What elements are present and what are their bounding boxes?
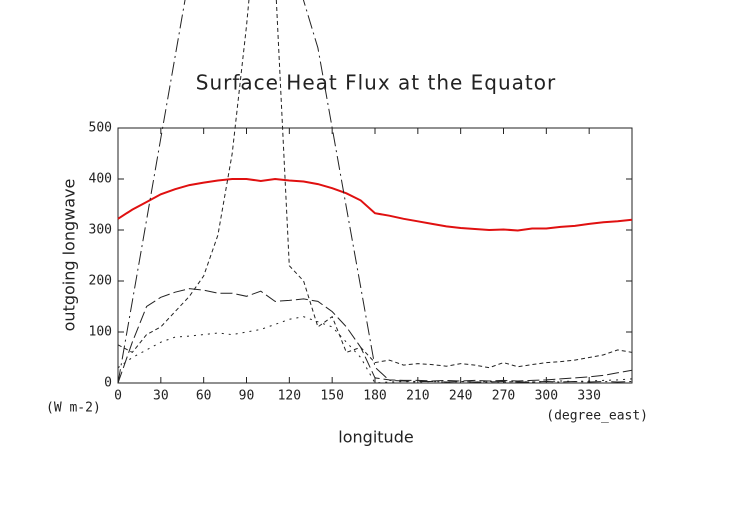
y-tick-label: 0 bbox=[104, 376, 112, 391]
y-tick-label: 500 bbox=[89, 121, 112, 136]
x-tick-label: 120 bbox=[278, 389, 301, 404]
y-tick-label: 300 bbox=[89, 223, 112, 238]
x-tick-label: 60 bbox=[196, 389, 212, 404]
series-line bbox=[117, 0, 633, 384]
x-tick-label: 210 bbox=[406, 389, 429, 404]
y-tick-label: 400 bbox=[89, 172, 112, 187]
series-line bbox=[117, 177, 633, 232]
x-tick-label: 30 bbox=[153, 389, 169, 404]
series-line bbox=[117, 0, 633, 369]
series-line bbox=[117, 316, 633, 384]
x-tick-label: 90 bbox=[239, 389, 255, 404]
x-axis-label: longitude bbox=[338, 428, 413, 447]
x-tick-label: 300 bbox=[535, 389, 558, 404]
x-tick-label: 330 bbox=[577, 389, 600, 404]
x-tick-label: 150 bbox=[320, 389, 343, 404]
x-tick-label: 180 bbox=[363, 389, 386, 404]
y-unit: (W m-2) bbox=[46, 401, 101, 416]
x-tick-label: 270 bbox=[492, 389, 515, 404]
plot-frame bbox=[117, 127, 633, 384]
x-unit: (degree_east) bbox=[546, 409, 648, 424]
series-line bbox=[117, 288, 633, 384]
y-tick-label: 100 bbox=[89, 325, 112, 340]
x-tick-label: 0 bbox=[114, 389, 122, 404]
x-tick-label: 240 bbox=[449, 389, 472, 404]
chart-title: Surface Heat Flux at the Equator bbox=[196, 71, 556, 95]
y-axis-label: outgoing longwave bbox=[60, 179, 79, 332]
y-tick-label: 200 bbox=[89, 274, 112, 289]
